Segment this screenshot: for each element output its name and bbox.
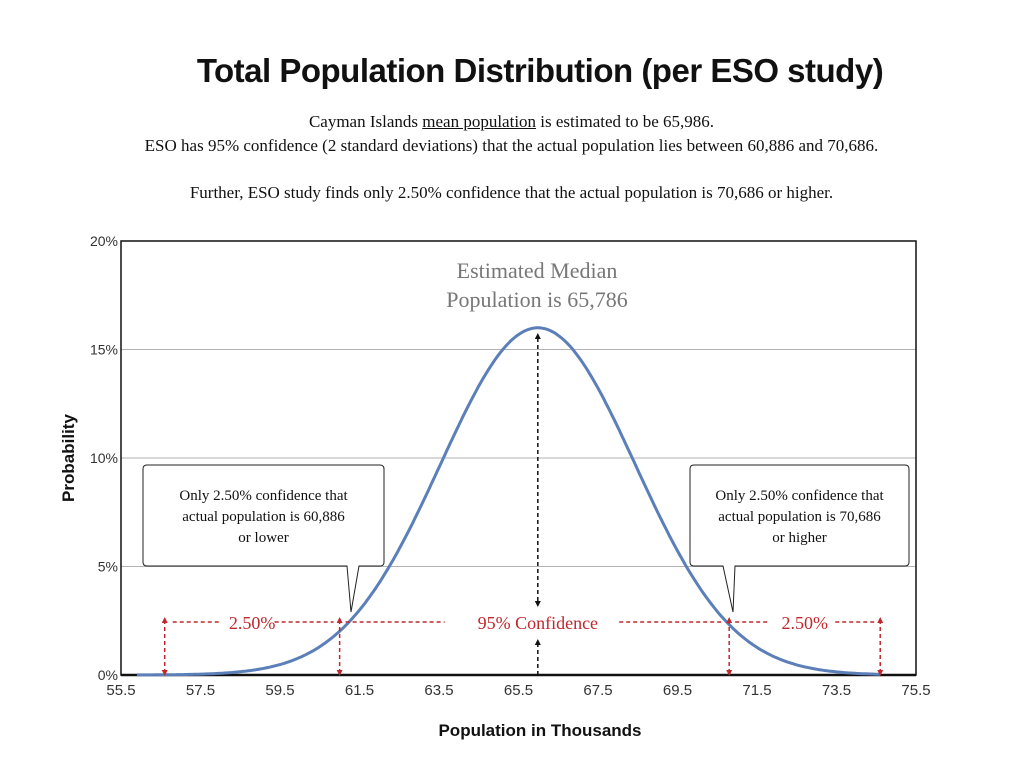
- x-tick-label: 75.5: [901, 682, 930, 699]
- y-tick-label: 20%: [90, 233, 118, 249]
- left-callout-text: actual population is 60,886: [182, 509, 345, 525]
- left-callout-text: or lower: [238, 530, 288, 546]
- arrowhead-icon: [534, 601, 541, 607]
- subtitle-line-1: Cayman Islands mean population is estima…: [0, 112, 1023, 132]
- y-axis-label: Probability: [59, 414, 78, 502]
- left-tail-label: 2.50%: [229, 613, 276, 633]
- subtitle-line-3: Further, ESO study finds only 2.50% conf…: [189, 183, 834, 202]
- center-confidence-label: 95% Confidence: [478, 613, 598, 633]
- right-callout-text: or higher: [772, 530, 827, 546]
- arrowhead-icon: [534, 332, 541, 339]
- x-tick-label: 67.5: [583, 682, 612, 699]
- right-tail-label: 2.50%: [781, 613, 828, 633]
- subtitle-text: Cayman Islands: [308, 112, 423, 131]
- x-tick-label: 69.5: [663, 682, 692, 699]
- x-tick-label: 65.5: [504, 682, 533, 699]
- mean-population-link[interactable]: mean population: [422, 112, 537, 131]
- subtitle-line-2: ESO has 95% confidence (2 standard devia…: [144, 136, 879, 155]
- right-callout-text: Only 2.50% confidence that: [715, 488, 884, 504]
- right-callout-text: actual population is 70,686: [718, 509, 881, 525]
- arrowhead-icon: [336, 670, 343, 676]
- y-tick-label: 5%: [98, 559, 118, 575]
- arrowhead-icon: [336, 617, 343, 623]
- x-tick-label: 59.5: [265, 682, 294, 699]
- right-callout-box: [689, 464, 910, 613]
- x-tick-label: 55.5: [106, 682, 135, 699]
- x-axis-label: Population in Thousands: [438, 721, 641, 740]
- left-callout-text: Only 2.50% confidence that: [179, 488, 348, 504]
- left-callout-box: [142, 464, 385, 613]
- x-tick-label: 73.5: [822, 682, 851, 699]
- arrowhead-icon: [161, 670, 168, 676]
- arrowhead-icon: [726, 670, 733, 676]
- x-tick-label: 71.5: [742, 682, 771, 699]
- arrowhead-icon: [877, 670, 884, 676]
- arrowhead-icon: [726, 617, 733, 623]
- median-label: Estimated Median: [457, 258, 618, 283]
- subtitle-text: is estimated to be 65,986.: [536, 112, 715, 131]
- median-label: Population is 65,786: [446, 287, 628, 312]
- y-tick-label: 15%: [90, 342, 118, 358]
- x-tick-label: 57.5: [186, 682, 215, 699]
- y-tick-label: 0%: [98, 667, 118, 683]
- arrowhead-icon: [877, 617, 884, 623]
- x-tick-label: 63.5: [424, 682, 453, 699]
- arrowhead-icon: [161, 617, 168, 623]
- x-tick-label: 61.5: [345, 682, 374, 699]
- y-tick-label: 10%: [90, 450, 118, 466]
- arrowhead-icon: [534, 639, 541, 645]
- chart-title: Total Population Distribution (per ESO s…: [196, 52, 884, 89]
- distribution-curve: [136, 326, 881, 677]
